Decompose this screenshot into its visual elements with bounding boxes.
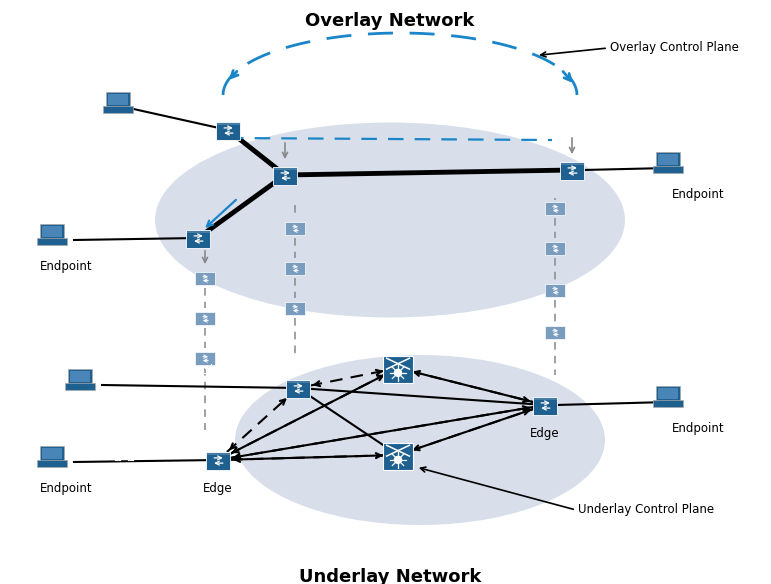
FancyBboxPatch shape (216, 122, 240, 140)
FancyBboxPatch shape (545, 202, 565, 215)
Text: Endpoint: Endpoint (672, 188, 725, 201)
FancyBboxPatch shape (65, 383, 95, 390)
FancyBboxPatch shape (273, 167, 297, 185)
FancyBboxPatch shape (106, 92, 130, 107)
FancyBboxPatch shape (285, 262, 305, 275)
Text: Underlay Control Plane: Underlay Control Plane (578, 503, 714, 516)
FancyBboxPatch shape (195, 312, 215, 325)
Ellipse shape (235, 355, 605, 525)
FancyBboxPatch shape (40, 446, 64, 461)
FancyBboxPatch shape (70, 371, 90, 382)
FancyBboxPatch shape (195, 352, 215, 365)
Ellipse shape (155, 123, 625, 318)
Text: Overlay Control Plane: Overlay Control Plane (610, 41, 739, 54)
FancyBboxPatch shape (658, 388, 678, 399)
Text: Overlay Network: Overlay Network (305, 12, 475, 30)
FancyBboxPatch shape (285, 302, 305, 315)
FancyBboxPatch shape (653, 166, 683, 173)
FancyBboxPatch shape (653, 400, 683, 407)
FancyBboxPatch shape (68, 369, 92, 384)
FancyBboxPatch shape (383, 356, 413, 383)
FancyBboxPatch shape (545, 284, 565, 297)
FancyBboxPatch shape (42, 226, 62, 237)
Text: Edge: Edge (204, 482, 233, 495)
FancyBboxPatch shape (533, 397, 557, 401)
Text: Endpoint: Endpoint (672, 422, 725, 435)
Text: Underlay Network: Underlay Network (299, 568, 481, 584)
FancyBboxPatch shape (40, 224, 64, 239)
Text: Endpoint: Endpoint (40, 260, 93, 273)
FancyBboxPatch shape (108, 94, 128, 105)
Text: Edge: Edge (530, 427, 560, 440)
FancyBboxPatch shape (656, 386, 680, 401)
FancyBboxPatch shape (195, 272, 215, 285)
FancyBboxPatch shape (545, 242, 565, 255)
FancyBboxPatch shape (37, 238, 67, 245)
FancyBboxPatch shape (545, 326, 565, 339)
FancyBboxPatch shape (286, 380, 310, 383)
FancyBboxPatch shape (285, 222, 305, 235)
Text: Endpoint: Endpoint (40, 482, 93, 495)
FancyBboxPatch shape (37, 460, 67, 467)
FancyBboxPatch shape (186, 230, 210, 248)
FancyBboxPatch shape (383, 443, 413, 470)
FancyBboxPatch shape (103, 106, 133, 113)
FancyBboxPatch shape (286, 380, 310, 398)
FancyBboxPatch shape (560, 162, 584, 179)
FancyBboxPatch shape (206, 452, 230, 456)
Circle shape (395, 456, 402, 463)
FancyBboxPatch shape (42, 448, 62, 459)
FancyBboxPatch shape (533, 397, 557, 415)
FancyBboxPatch shape (206, 452, 230, 470)
Circle shape (395, 369, 402, 376)
FancyBboxPatch shape (273, 167, 297, 171)
FancyBboxPatch shape (216, 122, 240, 126)
FancyBboxPatch shape (560, 162, 584, 165)
FancyBboxPatch shape (186, 230, 210, 234)
FancyBboxPatch shape (656, 152, 680, 167)
FancyBboxPatch shape (658, 154, 678, 165)
